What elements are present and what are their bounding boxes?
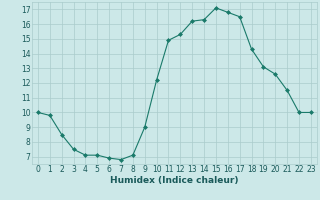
X-axis label: Humidex (Indice chaleur): Humidex (Indice chaleur): [110, 176, 239, 185]
